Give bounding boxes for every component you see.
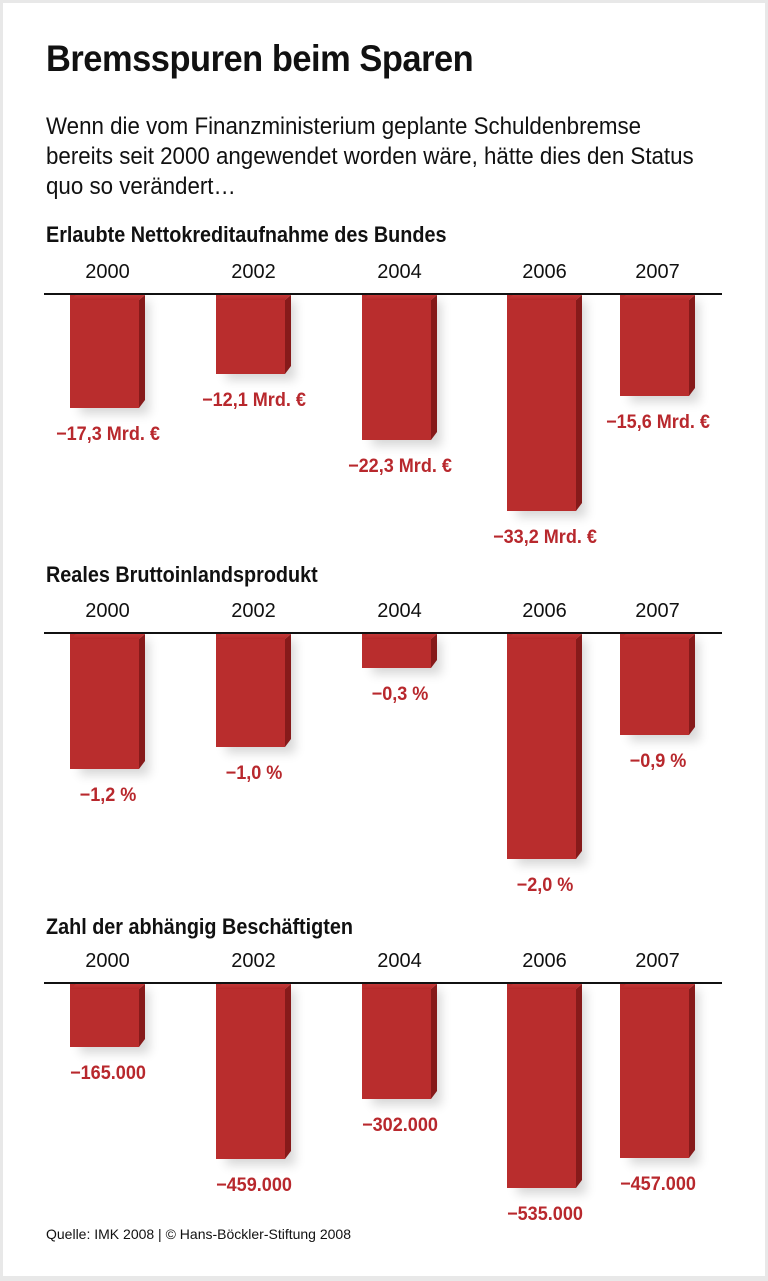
zero-axis-line — [44, 632, 722, 634]
bar-2000 — [70, 634, 145, 769]
value-label: −17,3 Mrd. € — [55, 424, 160, 445]
year-label: 2000 — [85, 950, 130, 972]
bar-front-face — [216, 295, 285, 374]
year-label: 2007 — [635, 261, 680, 283]
bar-front-face — [507, 295, 576, 511]
bar-top-face — [362, 295, 437, 300]
bar-top-face — [620, 295, 695, 300]
year-label: 2002 — [231, 950, 276, 972]
value-label: −0,3 % — [371, 684, 428, 705]
source-footer: Quelle: IMK 2008 | © Hans-Böckler-Stiftu… — [46, 1226, 351, 1242]
bar-front-face — [362, 295, 431, 440]
bar-top-face — [620, 634, 695, 639]
value-label: −0,9 % — [629, 751, 686, 772]
value-label: −165.000 — [69, 1063, 146, 1084]
intro-text: Wenn die vom Finanzministerium geplante … — [46, 113, 694, 200]
bar-front-face — [70, 634, 139, 769]
year-label: 2006 — [522, 261, 567, 283]
year-label: 2002 — [231, 600, 276, 622]
bar-side-face — [139, 634, 145, 769]
bar-side-face — [285, 984, 291, 1159]
bar-side-face — [431, 984, 437, 1099]
bar-front-face — [70, 984, 139, 1047]
bar-2004 — [362, 984, 437, 1099]
bar-top-face — [507, 295, 582, 300]
bar-front-face — [362, 634, 431, 668]
bar-front-face — [507, 634, 576, 859]
bar-2002 — [216, 295, 291, 374]
value-label: −302.000 — [361, 1115, 438, 1136]
bar-top-face — [620, 984, 695, 989]
year-label: 2004 — [377, 600, 422, 622]
value-label: −457.000 — [619, 1174, 696, 1195]
bar-side-face — [689, 634, 695, 735]
value-label: −22,3 Mrd. € — [347, 456, 452, 477]
bar-top-face — [362, 634, 437, 639]
bar-side-face — [139, 984, 145, 1047]
zero-axis-line — [44, 982, 722, 984]
bar-2004 — [362, 634, 437, 668]
bar-top-face — [507, 634, 582, 639]
year-label: 2007 — [635, 600, 680, 622]
value-label: −33,2 Mrd. € — [492, 527, 597, 548]
bar-2002 — [216, 984, 291, 1159]
bar-side-face — [689, 984, 695, 1158]
bar-top-face — [70, 634, 145, 639]
bar-top-face — [70, 295, 145, 300]
bar-2000 — [70, 984, 145, 1047]
bar-2004 — [362, 295, 437, 440]
year-label: 2004 — [377, 950, 422, 972]
bar-side-face — [576, 295, 582, 511]
year-label: 2002 — [231, 261, 276, 283]
bar-2000 — [70, 295, 145, 408]
bar-front-face — [70, 295, 139, 408]
zero-axis-line — [44, 293, 722, 295]
bar-front-face — [620, 984, 689, 1158]
bar-top-face — [216, 295, 291, 300]
bar-2006 — [507, 295, 582, 511]
bar-front-face — [620, 634, 689, 735]
year-label: 2006 — [522, 950, 567, 972]
value-label: −12,1 Mrd. € — [201, 390, 306, 411]
bar-side-face — [431, 295, 437, 440]
year-label: 2006 — [522, 600, 567, 622]
value-label: −1,0 % — [225, 763, 282, 784]
bar-top-face — [216, 634, 291, 639]
bar-top-face — [507, 984, 582, 989]
year-label: 2007 — [635, 950, 680, 972]
bar-front-face — [216, 634, 285, 747]
bar-side-face — [576, 984, 582, 1188]
bar-side-face — [689, 295, 695, 396]
chart-title-nettokredit: Erlaubte Nettokreditaufnahme des Bundes — [46, 222, 447, 247]
value-label: −1,2 % — [79, 785, 136, 806]
bar-side-face — [431, 634, 437, 668]
bar-front-face — [507, 984, 576, 1188]
bar-side-face — [139, 295, 145, 408]
bar-2007 — [620, 984, 695, 1158]
year-label: 2000 — [85, 600, 130, 622]
page-title: Bremsspuren beim Sparen — [46, 38, 474, 79]
bar-side-face — [285, 634, 291, 747]
year-label: 2004 — [377, 261, 422, 283]
bar-2007 — [620, 295, 695, 396]
bar-2006 — [507, 634, 582, 859]
value-label: −2,0 % — [516, 875, 573, 896]
chart-title-beschaeftigte: Zahl der abhängig Beschäftigten — [46, 914, 353, 939]
bar-top-face — [216, 984, 291, 989]
bar-front-face — [362, 984, 431, 1099]
bar-2002 — [216, 634, 291, 747]
bar-front-face — [620, 295, 689, 396]
bar-2006 — [507, 984, 582, 1188]
bar-side-face — [576, 634, 582, 859]
value-label: −535.000 — [506, 1204, 583, 1225]
bar-2007 — [620, 634, 695, 735]
chart-title-bip: Reales Bruttoinlandsprodukt — [46, 562, 318, 587]
year-label: 2000 — [85, 261, 130, 283]
bar-top-face — [362, 984, 437, 989]
value-label: −15,6 Mrd. € — [605, 412, 710, 433]
value-label: −459.000 — [215, 1175, 292, 1196]
bar-front-face — [216, 984, 285, 1159]
bar-top-face — [70, 984, 145, 989]
bar-side-face — [285, 295, 291, 374]
